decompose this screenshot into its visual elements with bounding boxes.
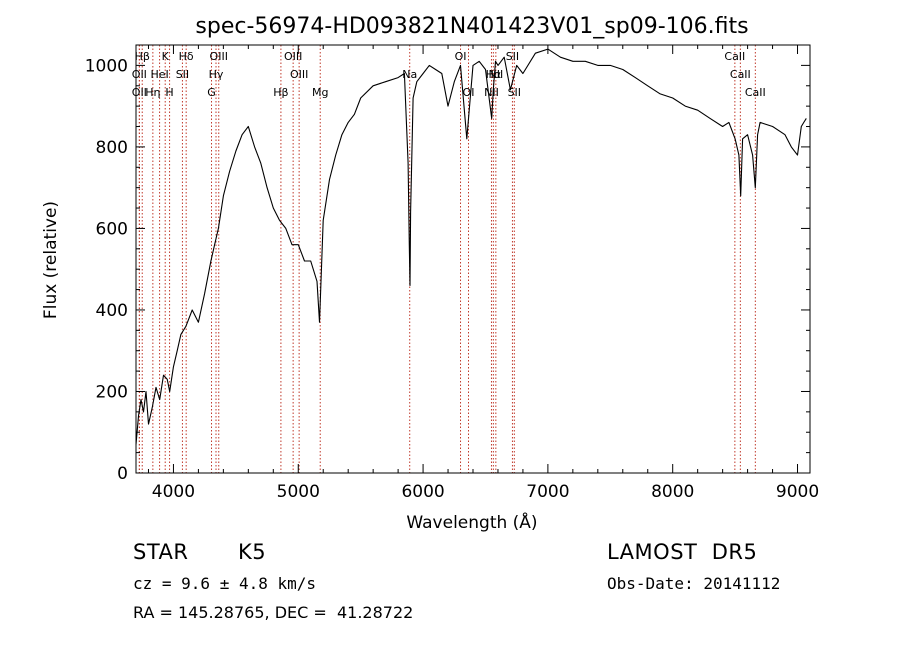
line-label-5: K	[162, 50, 170, 63]
line-label-15: Mg	[312, 86, 328, 99]
observation-date: Obs-Date: 20141112	[607, 574, 781, 593]
line-label-16: Na	[402, 68, 417, 81]
line-label-21: NII	[488, 68, 503, 81]
x-axis-label: Wavelength (Å)	[406, 511, 537, 533]
y-tick-label-4: 800	[96, 138, 128, 158]
subclass: K5	[238, 540, 267, 564]
line-label-10: Hγ	[209, 68, 224, 81]
x-tick-label-2: 6000	[401, 482, 444, 502]
y-axis-label: Flux (relative)	[41, 201, 61, 319]
line-label-24: CaII	[724, 50, 745, 63]
x-tick-label-0: 4000	[152, 482, 195, 502]
series-line-0	[135, 48, 807, 445]
line-label-1: OII	[132, 68, 147, 81]
chart-title: spec-56974-HD093821N401423V01_sp09-106.f…	[195, 14, 748, 39]
line-label-0: Hβ	[135, 50, 150, 63]
line-label-6: H	[165, 86, 173, 99]
line-label-20: Hα	[486, 68, 502, 81]
line-label-8: Hδ	[179, 50, 194, 63]
redshift-velocity: cz = 9.6 ± 4.8 km/s	[133, 574, 317, 593]
line-label-13: OIII	[284, 50, 302, 63]
line-label-17: OI	[455, 50, 467, 63]
flux-series	[135, 48, 807, 445]
line-label-4: HeI	[150, 68, 168, 81]
plot-frame	[135, 44, 811, 474]
line-label-2: OII	[132, 86, 147, 99]
x-tick-label-5: 9000	[776, 482, 819, 502]
line-label-11: G	[207, 86, 216, 99]
axis-ticks: 4000 5000 6000 7000 8000 9000 0 200 400 600 800 100…	[85, 44, 819, 502]
y-tick-label-1: 200	[96, 382, 128, 402]
object-class: STAR	[133, 540, 189, 564]
line-label-3: Hη	[145, 86, 160, 99]
line-label-25: CaII	[730, 68, 751, 81]
x-tick-label-4: 8000	[651, 482, 694, 502]
y-tick-label-0: 0	[117, 464, 128, 484]
x-tick-label-1: 5000	[277, 482, 320, 502]
line-label-22: SII	[506, 50, 519, 63]
line-label-12: Hβ	[273, 86, 288, 99]
line-label-14: OIII	[290, 68, 308, 81]
y-tick-label-3: 600	[96, 219, 128, 239]
line-label-7: SII	[176, 68, 189, 81]
survey-release: LAMOST DR5	[607, 540, 758, 564]
coordinates: RA = 145.28765, DEC = 41.28722	[133, 603, 414, 622]
x-tick-label-3: 7000	[526, 482, 569, 502]
line-label-26: CaII	[745, 86, 766, 99]
spectral-line-markers	[138, 45, 756, 473]
line-label-9: OIII	[210, 50, 228, 63]
y-tick-label-2: 400	[96, 301, 128, 321]
line-label-23: SII	[508, 86, 521, 99]
line-label-18: OI	[463, 86, 475, 99]
line-label-19: NII	[484, 86, 499, 99]
y-tick-label-5: 1000	[85, 56, 128, 76]
